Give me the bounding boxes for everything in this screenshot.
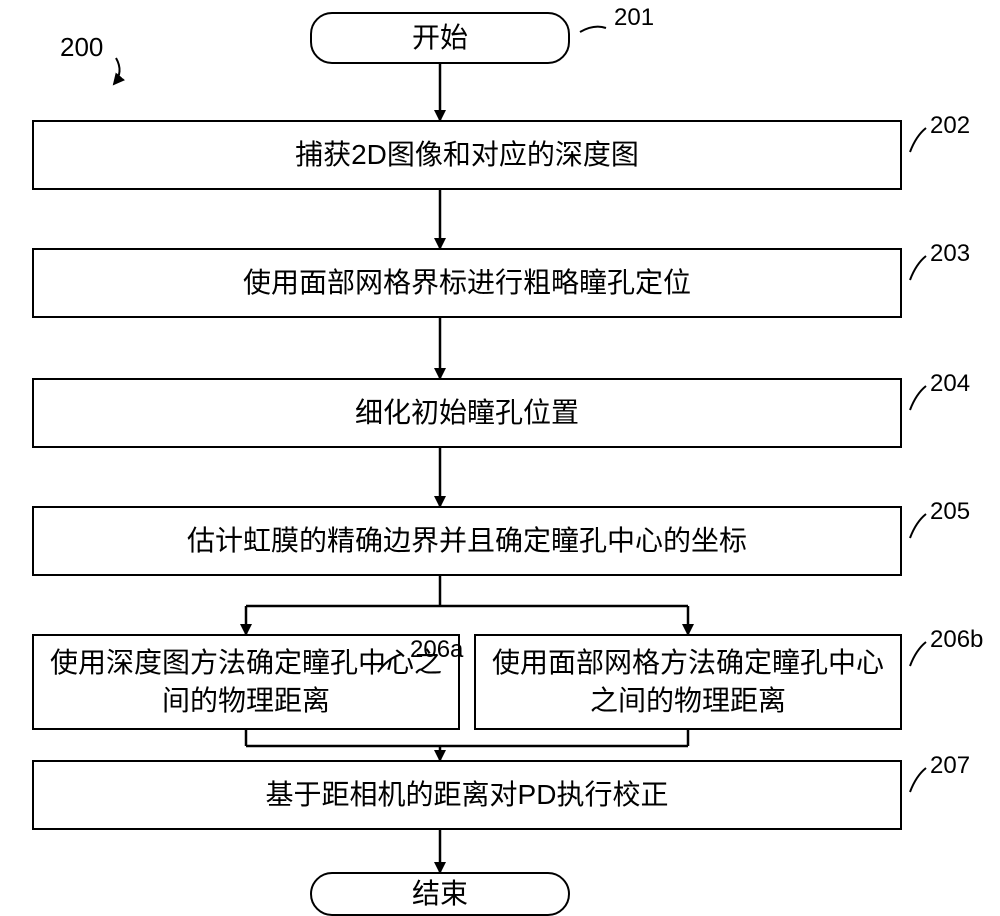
start-node: 开始 <box>310 12 570 64</box>
ref-label-206a: 206a <box>410 636 463 664</box>
step-203: 使用面部网格界标进行粗略瞳孔定位 <box>32 248 902 318</box>
ref-label-207: 207 <box>930 752 970 780</box>
step-205: 估计虹膜的精确边界并且确定瞳孔中心的坐标 <box>32 506 902 576</box>
step-207: 基于距相机的距离对PD执行校正 <box>32 760 902 830</box>
step-206b: 使用面部网格方法确定瞳孔中心之间的物理距离 <box>474 634 902 730</box>
ref-label-202: 202 <box>930 112 970 140</box>
ref-label-205: 205 <box>930 498 970 526</box>
ref-label-203: 203 <box>930 240 970 268</box>
end-node: 结束 <box>310 872 570 916</box>
ref-label-201: 201 <box>614 4 654 32</box>
step-206a: 使用深度图方法确定瞳孔中心之间的物理距离 <box>32 634 460 730</box>
step-204: 细化初始瞳孔位置 <box>32 378 902 448</box>
ref-label-204: 204 <box>930 370 970 398</box>
flowchart-canvas: 200 开始 捕获2D图像和对应的深度图 使用面部网格界标进行粗略瞳孔定位 细化… <box>0 0 1000 912</box>
ref-label-206b: 206b <box>930 626 983 654</box>
step-202: 捕获2D图像和对应的深度图 <box>32 120 902 190</box>
figure-number-label: 200 <box>60 32 103 63</box>
